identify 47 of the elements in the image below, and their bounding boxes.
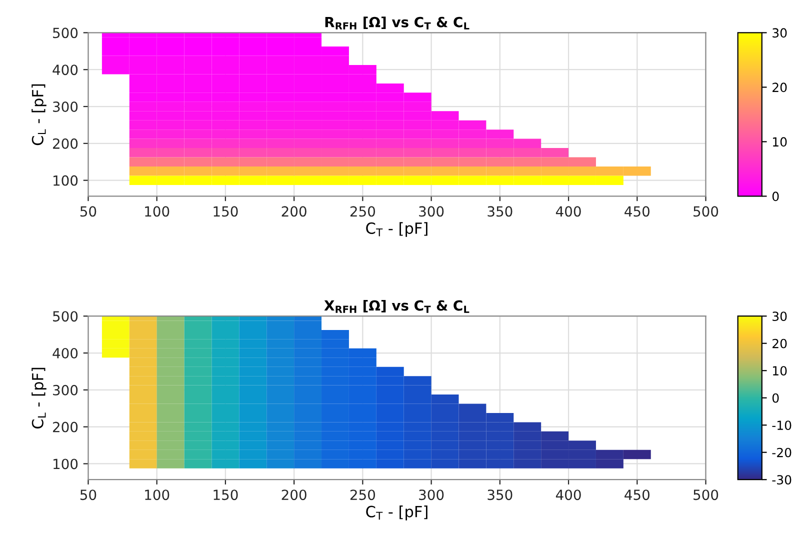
y-tick-label: 400 [52,348,78,358]
x-tick-label: 400 [556,490,581,500]
x-tick-label: 100 [145,490,170,500]
x-axis-title: C$_{T}$ - [pF] [366,222,428,237]
color-bar-label: 20 [772,338,787,348]
y-tick-label: 500 [53,311,78,322]
y-tick-label: 500 [53,28,78,38]
y-tick-label: 300 [53,101,78,112]
y-axis-title: C$_{L}$ - [pF] [32,368,46,428]
x-tick-label: 150 [214,206,238,217]
x-axis-title: C$_{T}$ - [pF] [366,506,428,520]
color-bar-label: 10 [772,137,787,147]
x-tick-label: 150 [214,490,238,500]
y-tick-label: 200 [53,138,78,149]
color-bar-label: 30 [772,312,787,322]
chart-title: X$_{RFH}$ [Ω] vs C$_{T}$ & C$_{L}$ [324,300,470,313]
x-tick-label: 300 [419,490,444,500]
x-tick-label: 400 [556,206,581,217]
x-tick-label: 250 [350,206,376,217]
x-tick-label: 200 [282,206,306,217]
color-bar-label: 10 [772,366,787,376]
y-tick-label: 100 [54,175,78,186]
y-axis-title: C$_{L}$ - [pF] [32,84,46,146]
color-bar-label: 30 [772,28,787,38]
y-tick-label: 300 [53,384,78,396]
y-tick-label: 400 [52,64,78,76]
y-tick-label: 100 [54,458,78,470]
x-tick-label: 350 [488,206,512,217]
x-tick-label: 50 [80,490,96,500]
color-bar-label: 0 [772,192,779,202]
x-tick-label: 450 [624,206,650,217]
x-tick-label: 50 [80,206,96,217]
x-tick-label: 100 [145,206,170,217]
chart-title: R$_{RFH}$ [Ω] vs C$_{T}$ & C$_{L}$ [325,16,470,30]
color-bar-label: 0 [772,393,779,403]
y-tick-label: 200 [53,422,78,432]
x-tick-label: 250 [350,490,376,500]
x-tick-label: 500 [694,490,718,500]
color-bar-label: -20 [772,448,792,458]
x-tick-label: 500 [694,206,718,217]
color-bar-label: -30 [772,475,792,485]
x-tick-label: 450 [624,490,650,500]
color-bar-label: -10 [772,420,792,430]
x-tick-label: 350 [488,490,512,500]
x-tick-label: 300 [419,206,444,217]
x-tick-label: 200 [282,490,306,500]
color-bar-label: 20 [772,82,787,92]
